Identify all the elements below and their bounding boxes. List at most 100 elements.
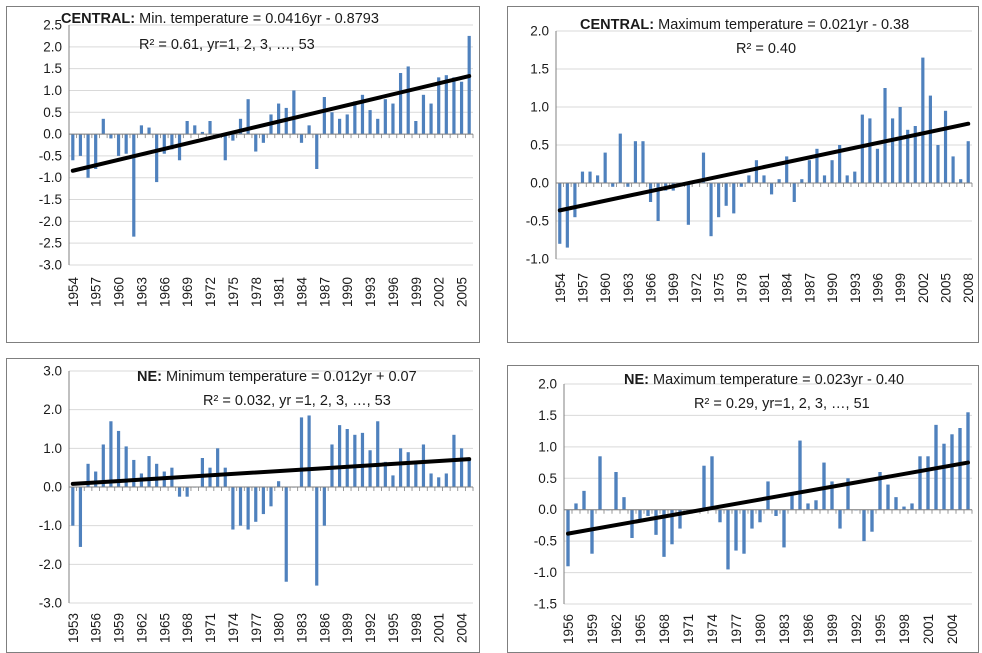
chart-equation: R² = 0.61, yr=1, 2, 3, …, 53 — [139, 37, 315, 53]
y-tick-label: 0.5 — [538, 471, 557, 486]
x-tick-label: 1953 — [66, 613, 81, 643]
bar-1977 — [254, 487, 258, 522]
y-tick-label: -0.5 — [39, 148, 62, 163]
chart-title: NE: Minimum temperature = 0.012yr + 0.07 — [137, 369, 417, 385]
bar-1992 — [368, 450, 372, 487]
bar-1995 — [878, 472, 882, 510]
chart-title: CENTRAL: Maximum temperature = 0.021yr -… — [580, 17, 910, 33]
bar-1958 — [582, 490, 586, 510]
bar-1960 — [124, 446, 128, 487]
bar-1967 — [654, 509, 658, 535]
bar-1999 — [898, 107, 902, 183]
bar-1971 — [686, 183, 690, 225]
bar-1969 — [185, 121, 189, 135]
x-tick-label: 1992 — [849, 614, 864, 644]
bar-1959 — [116, 430, 121, 487]
x-tick-label: 1987 — [317, 277, 332, 307]
bar-1989 — [345, 429, 349, 487]
bar-1968 — [185, 487, 189, 497]
chart-ne-min-plot: -3.0 -2.0 -1.0 0.0 1.0 2.0 3.0 1953 1956 1959 1962… — [39, 364, 474, 643]
x-tick-label: 2005 — [939, 273, 954, 303]
bar-1996 — [391, 103, 395, 135]
bar-1997 — [894, 497, 898, 510]
chart-ne-min: -3.0 -2.0 -1.0 0.0 1.0 2.0 3.0 1953 1956 1959 1962… — [6, 358, 480, 653]
bar-1983 — [292, 90, 296, 135]
bar-1960 — [116, 134, 121, 156]
x-tick-label: 1987 — [802, 273, 817, 303]
bar-1999 — [910, 503, 914, 510]
bar-1998 — [414, 463, 418, 487]
bar-1986 — [315, 134, 319, 169]
x-tick-label: 1956 — [89, 613, 104, 643]
bar-1973 — [223, 467, 227, 487]
bar-1989 — [822, 175, 827, 183]
chart-equation: R² = 0.40 — [736, 41, 797, 57]
trend-line — [566, 460, 970, 536]
bar-1967 — [177, 487, 182, 497]
bar-1976 — [238, 118, 243, 135]
x-tick-label: 1977 — [729, 614, 744, 644]
bar-1996 — [886, 484, 890, 510]
x-tick-label: 2002 — [432, 277, 447, 307]
bar-1994 — [376, 118, 380, 135]
bar-1954 — [78, 487, 83, 547]
x-tick-label: 1969 — [180, 277, 195, 307]
bar-1976 — [246, 487, 250, 530]
bar-2000 — [918, 456, 922, 510]
bar-1989 — [338, 118, 342, 135]
x-tick-label: 1966 — [157, 277, 172, 307]
y-tick-label: 1.5 — [538, 408, 557, 423]
bar-1990 — [838, 509, 842, 529]
x-tick-label: 1959 — [585, 614, 600, 644]
x-tick-label: 1995 — [386, 613, 401, 643]
bar-1956 — [86, 134, 90, 178]
chart-ne-max: -1.5 -1.0 -0.5 0.0 0.5 1.0 1.5 2.0 1956 1959 1962 1… — [507, 365, 979, 653]
x-tick-label: 1962 — [609, 614, 624, 644]
bar-2004 — [950, 434, 954, 510]
bar-1955 — [86, 463, 90, 487]
bar-1985 — [307, 125, 311, 135]
bar-1957 — [94, 134, 98, 169]
bar-1975 — [717, 183, 721, 218]
y-tick-label: -1.0 — [534, 565, 557, 580]
chart-equation: R² = 0.29, yr=1, 2, 3, …, 51 — [694, 396, 870, 412]
y-tick-label: -0.5 — [534, 534, 557, 549]
bar-1988 — [330, 112, 334, 135]
bar-1975 — [231, 134, 235, 141]
x-tick-label: 1974 — [705, 613, 720, 644]
bar-1973 — [701, 152, 706, 183]
bar-1999 — [421, 444, 426, 487]
bar-1965 — [641, 141, 645, 183]
bar-1998 — [902, 506, 906, 510]
bar-1991 — [846, 478, 850, 510]
bar-1983 — [777, 179, 781, 183]
x-tick-label: 1999 — [893, 273, 908, 303]
bar-1979 — [269, 487, 273, 507]
trend-line — [70, 457, 472, 486]
bar-1997 — [406, 452, 410, 487]
bar-1968 — [662, 509, 666, 557]
bar-1956 — [573, 183, 577, 218]
bar-1991 — [353, 101, 357, 135]
bar-1964 — [155, 463, 159, 487]
x-tick-label: 1990 — [825, 273, 840, 303]
y-tick-label: 2.0 — [43, 402, 62, 417]
x-tick-label: 1968 — [180, 613, 195, 643]
bar-1960 — [598, 456, 602, 510]
x-tick-label: 1992 — [363, 613, 378, 643]
y-tick-label: 1.0 — [43, 83, 62, 98]
bar-2002 — [921, 57, 925, 183]
bar-1955 — [565, 183, 569, 248]
x-tick-label: 1978 — [249, 277, 264, 307]
y-tick-label: 0.0 — [538, 502, 557, 517]
x-tick-label: 1984 — [294, 276, 309, 307]
bar-1963 — [622, 497, 626, 510]
bar-1955 — [78, 134, 83, 156]
bar-1983 — [782, 509, 786, 548]
trend-line — [557, 121, 971, 213]
x-tick-label: 1995 — [873, 614, 888, 644]
bar-1976 — [726, 509, 730, 570]
bar-2002 — [437, 77, 441, 135]
bar-1987 — [814, 500, 818, 510]
x-tick-label: 1963 — [621, 273, 636, 303]
